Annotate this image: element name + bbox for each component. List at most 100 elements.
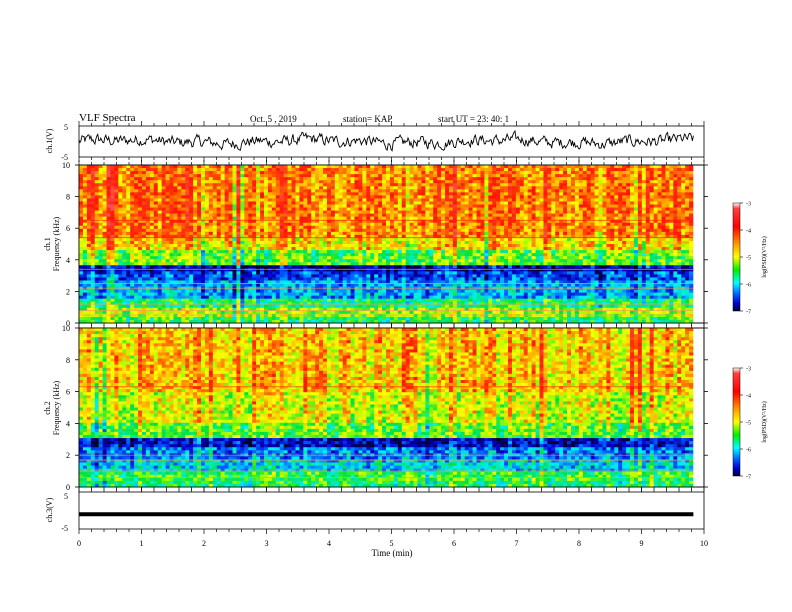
ch1-spec-cell [543, 216, 548, 220]
ch1-spec-cell [511, 189, 517, 193]
ch1-spec-cell [401, 216, 406, 220]
ch1-spec-cell [515, 210, 521, 214]
ch1-spec-cell [677, 201, 682, 205]
ch1-spec-cell [610, 237, 615, 242]
ch1-spec-cell [157, 234, 162, 239]
ch1-spec-cell [480, 174, 485, 178]
ch1-spec-cell [98, 186, 103, 190]
ch1-spec-cell [94, 213, 99, 217]
ch1-spec-cell [149, 210, 155, 214]
ch1-spec-cell [425, 240, 430, 245]
ch1-spec-cell [130, 207, 135, 211]
ch1-spec-cell [555, 247, 560, 251]
ch1-spec-cell [378, 234, 383, 239]
ch1-spec-cell [661, 168, 666, 172]
ch1-spec-cell [590, 256, 595, 260]
ch1-spec-cell [437, 228, 442, 233]
ch1-spec-cell [240, 240, 245, 245]
ch1-spec-cell [452, 231, 458, 236]
ch1-spec-cell [567, 189, 572, 193]
ch1-spec-cell [555, 204, 560, 208]
ch1-spec-cell [437, 250, 442, 254]
ch1-spec-cell [350, 180, 355, 184]
ch1-spec-cell [511, 225, 517, 230]
ch1-spec-cell [79, 231, 84, 236]
ch1-spec-cell [98, 259, 103, 263]
ch1-spec-cell [539, 256, 544, 260]
ch1-spec-cell [279, 225, 284, 230]
ch1-spec-cell [189, 204, 194, 208]
ch1-spec-cell [350, 204, 355, 208]
ch1-spec-cell [409, 192, 414, 196]
ch1-spec-cell [295, 213, 300, 217]
ch1-spec-cell [145, 204, 151, 208]
ch1-spec-cell [291, 225, 296, 230]
ch1-spec-cell [401, 186, 406, 190]
ch1-spec-cell [590, 186, 595, 190]
ch1-spec-cell [244, 183, 249, 187]
ch1-spec-cell [338, 222, 344, 227]
ch1-spec-cell [82, 225, 88, 230]
ch1-spec-cell [508, 231, 513, 236]
ch1-spec-cell [476, 201, 481, 205]
ch1-spec-cell [433, 168, 438, 172]
ch1-spec-cell [106, 204, 111, 208]
ch1-spec-cell [488, 210, 493, 214]
ch1-spec-cell [417, 213, 422, 217]
ch1-spec-cell [578, 177, 584, 181]
ch1-spec-cell [201, 174, 206, 178]
ch1-spec-cell [141, 222, 147, 227]
ch1-spec-cell [637, 247, 643, 251]
ch1-spec-cell [602, 165, 607, 169]
ch1-spec-cell [256, 180, 261, 184]
ch1-spec-cell [649, 195, 654, 199]
ch1-spec-cell [480, 195, 485, 199]
ch1-spec-cell [618, 171, 623, 175]
ch1-spec-cell [240, 231, 245, 236]
ch1-spec-cell [315, 210, 320, 214]
ch1-spec-cell [452, 210, 458, 214]
ch1-spec-cell [260, 192, 265, 196]
ch1-spec-cell [110, 256, 115, 260]
ch1-spec-cell [653, 228, 658, 233]
ch1-spec-cell [492, 177, 497, 181]
ch1-spec-cell [319, 216, 324, 220]
ch1-spec-cell [535, 189, 540, 193]
ch1-spec-cell [409, 237, 414, 242]
ch1-spec-cell [126, 256, 131, 260]
ch1-spec-cell [543, 244, 548, 248]
ch1-spec-cell [358, 210, 363, 214]
ch1-spec-cell [504, 250, 509, 254]
ch1-spec-cell [567, 195, 572, 199]
ch1-spec-cell [547, 253, 552, 257]
ch1-spec-cell [586, 204, 591, 208]
ch1-spec-cell [366, 180, 371, 184]
ch1-spec-cell [594, 174, 599, 178]
ch1-spec-cell [185, 256, 190, 260]
ch1-spec-cell [358, 165, 363, 169]
ch1-spec-cell [153, 195, 159, 199]
ch1-spec-cell [508, 225, 513, 230]
ch1-spec-cell [590, 192, 595, 196]
ch1-spec-cell [236, 165, 241, 169]
ch1-spec-cell [452, 244, 458, 248]
ch1-spec-cell [330, 204, 336, 208]
ch1-spec-cell [401, 192, 406, 196]
ch1-spec-cell [665, 213, 670, 217]
ch1-spec-cell [547, 225, 552, 230]
ch1-spec-cell [173, 168, 178, 172]
ch1-spec-cell [161, 210, 166, 214]
ch1-spec-cell [248, 195, 253, 199]
ch1-spec-cell [177, 177, 182, 181]
ch1-spec-cell [181, 168, 186, 172]
ch1-spec-cell [677, 192, 682, 196]
ch1-spec-cell [220, 219, 225, 224]
ch1-spec-cell [657, 165, 662, 169]
ch1-spec-cell [283, 222, 288, 227]
ch1-spec-cell [417, 222, 422, 227]
ch1-spec-cell [413, 234, 418, 239]
ch1-spec-cell [382, 180, 387, 184]
ch1-spec-cell [252, 225, 257, 230]
ch1-spec-cell [508, 213, 513, 217]
ch1-spec-cell [441, 256, 446, 260]
